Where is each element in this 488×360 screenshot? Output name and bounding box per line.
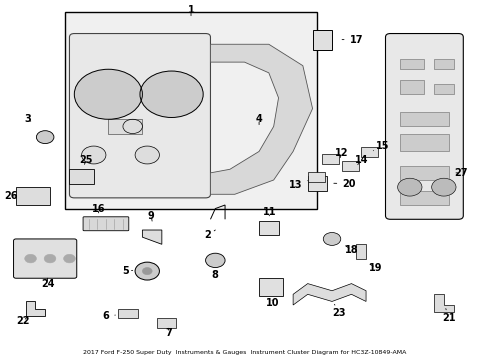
- Bar: [399, 191, 448, 205]
- Polygon shape: [292, 284, 366, 305]
- Polygon shape: [433, 294, 453, 312]
- Text: 17: 17: [342, 35, 362, 45]
- Bar: [399, 166, 448, 180]
- Bar: [399, 112, 448, 126]
- Bar: [356, 244, 366, 258]
- Bar: [322, 154, 339, 164]
- FancyBboxPatch shape: [385, 33, 462, 219]
- Text: 5: 5: [122, 266, 132, 276]
- Circle shape: [74, 69, 142, 119]
- Text: 6: 6: [102, 311, 115, 321]
- Text: 18: 18: [344, 245, 358, 255]
- Bar: [69, 169, 94, 184]
- Circle shape: [431, 178, 455, 196]
- Text: 4: 4: [255, 114, 262, 125]
- Bar: [341, 161, 358, 171]
- Circle shape: [135, 262, 159, 280]
- Bar: [16, 187, 50, 205]
- Circle shape: [81, 146, 106, 164]
- Polygon shape: [26, 301, 45, 316]
- Bar: [399, 134, 448, 152]
- FancyBboxPatch shape: [69, 33, 210, 198]
- Text: 2017 Ford F-250 Super Duty  Instruments & Gauges  Instrument Cluster Diagram for: 2017 Ford F-250 Super Duty Instruments &…: [82, 350, 406, 355]
- Text: 21: 21: [441, 309, 454, 323]
- Bar: [399, 80, 424, 94]
- Text: 19: 19: [368, 262, 382, 273]
- Text: 27: 27: [453, 168, 467, 178]
- Circle shape: [205, 253, 224, 267]
- Bar: [307, 172, 324, 182]
- Bar: [108, 119, 142, 134]
- Circle shape: [25, 254, 36, 263]
- Text: 12: 12: [334, 148, 348, 158]
- Text: 15: 15: [372, 141, 389, 151]
- Circle shape: [44, 254, 56, 263]
- Circle shape: [142, 267, 152, 275]
- Text: 11: 11: [262, 207, 276, 217]
- Text: 3: 3: [25, 114, 31, 124]
- Bar: [64, 12, 317, 208]
- Text: 26: 26: [4, 191, 18, 201]
- FancyBboxPatch shape: [14, 239, 77, 278]
- Bar: [259, 221, 278, 235]
- Circle shape: [140, 71, 203, 117]
- Text: 9: 9: [147, 211, 154, 221]
- Bar: [399, 59, 424, 69]
- Bar: [312, 30, 331, 50]
- Polygon shape: [142, 230, 162, 244]
- Text: 14: 14: [354, 156, 367, 165]
- Bar: [307, 176, 326, 191]
- Text: 16: 16: [92, 203, 105, 213]
- Circle shape: [323, 233, 340, 246]
- Bar: [433, 59, 453, 69]
- Circle shape: [36, 131, 54, 144]
- Text: 20: 20: [333, 179, 355, 189]
- Bar: [361, 147, 377, 157]
- Text: 8: 8: [210, 270, 217, 280]
- Bar: [259, 278, 283, 296]
- Text: 1: 1: [187, 5, 194, 16]
- Circle shape: [122, 119, 142, 134]
- Text: 2: 2: [204, 230, 215, 240]
- Polygon shape: [210, 44, 312, 194]
- Text: 13: 13: [288, 180, 307, 190]
- Text: 22: 22: [17, 316, 30, 326]
- Bar: [118, 309, 137, 318]
- Bar: [433, 84, 453, 94]
- FancyBboxPatch shape: [83, 217, 128, 231]
- Circle shape: [63, 254, 75, 263]
- Circle shape: [397, 178, 421, 196]
- Text: 10: 10: [265, 298, 278, 308]
- Text: 7: 7: [165, 328, 172, 338]
- Text: 24: 24: [41, 278, 54, 289]
- Text: 25: 25: [80, 156, 93, 165]
- Text: 23: 23: [332, 304, 346, 318]
- Bar: [157, 318, 176, 328]
- Circle shape: [135, 146, 159, 164]
